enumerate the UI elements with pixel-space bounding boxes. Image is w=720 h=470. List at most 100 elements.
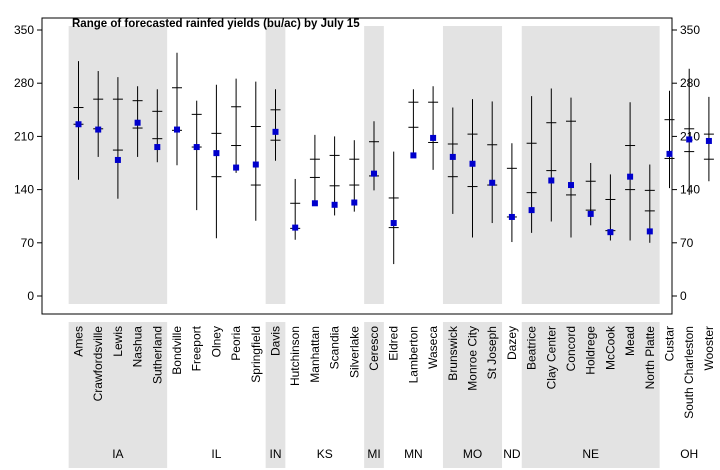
left-ytick-label: 140: [14, 183, 34, 197]
state-label-ia: IA: [112, 447, 123, 461]
shade-labels-ne: [521, 322, 660, 468]
site-label-mead: Mead: [623, 326, 637, 356]
forecast-point-sutherland: [154, 144, 161, 151]
site-label-st-joseph: St Joseph: [485, 326, 499, 379]
forecast-point-brunswick: [449, 153, 456, 160]
forecast-point-north-platte: [646, 228, 653, 235]
forecast-point-manhattan: [311, 200, 318, 207]
right-ytick-label: 70: [680, 236, 694, 250]
site-label-lamberton: Lamberton: [406, 326, 420, 383]
shade-plot-in: [265, 26, 286, 304]
site-label-ames: Ames: [72, 326, 86, 357]
state-label-ks: KS: [317, 447, 333, 461]
site-label-ceresco: Ceresco: [367, 326, 381, 371]
left-ytick-label: 70: [21, 236, 35, 250]
site-label-brunswick: Brunswick: [446, 325, 460, 381]
forecast-point-wooster: [705, 137, 712, 144]
site-label-manhattan: Manhattan: [308, 326, 322, 383]
site-label-holdrege: Holdrege: [584, 326, 598, 375]
state-label-mo: MO: [463, 447, 482, 461]
forecast-point-dazey: [508, 213, 515, 220]
forecast-point-ceresco: [371, 170, 377, 177]
chart-title: Range of forecasted rainfed yields (bu/a…: [72, 18, 360, 30]
right-ytick-label: 140: [680, 183, 700, 197]
forecast-point-eldred: [390, 220, 397, 227]
right-ytick-label: 210: [680, 129, 700, 143]
site-label-dazey: Dazey: [505, 326, 519, 360]
site-label-nashua: Nashua: [131, 326, 145, 368]
shade-labels-mi: [364, 322, 384, 468]
forecast-point-bondville: [174, 126, 180, 133]
left-ytick-label: 350: [14, 23, 34, 37]
site-label-concord: Concord: [564, 326, 578, 371]
state-label-nd: ND: [503, 447, 521, 461]
site-label-freeport: Freeport: [190, 325, 204, 371]
site-label-wooster: Wooster: [702, 326, 716, 370]
site-label-springfield: Springfield: [249, 326, 263, 383]
forecast-point-custar: [666, 150, 673, 157]
forecast-point-ames: [75, 121, 82, 128]
forecast-point-olney: [213, 150, 220, 157]
shade-labels-mo: [442, 322, 503, 468]
shade-labels-ia: [68, 322, 168, 468]
site-label-mccook: McCook: [603, 325, 617, 370]
forecast-point-mead: [627, 173, 634, 180]
site-label-custar: Custar: [663, 326, 677, 361]
forecast-point-hutchinson: [292, 224, 299, 231]
state-labels-layer: IA IL IN KS MI MN MO ND NE OH: [112, 447, 698, 461]
forecast-point-springfield: [252, 161, 259, 168]
site-label-peoria: Peoria: [229, 326, 243, 361]
site-label-olney: Olney: [209, 326, 223, 357]
site-label-south-charleston: South Charleston: [682, 326, 696, 419]
site-label-hutchinson: Hutchinson: [288, 326, 302, 386]
right-ytick-label: 0: [680, 289, 687, 303]
forecast-point-st-joseph: [489, 179, 496, 186]
forecast-point-scandia: [331, 201, 338, 208]
left-ytick-label: 210: [14, 129, 34, 143]
forecast-point-peoria: [233, 164, 240, 171]
forecast-point-freeport: [193, 144, 200, 151]
site-label-crawfordsville: Crawfordsville: [91, 326, 105, 402]
site-label-north-platte: North Platte: [643, 326, 657, 390]
state-label-ne: NE: [582, 447, 599, 461]
site-label-eldred: Eldred: [387, 326, 401, 361]
shade-labels-in: [265, 322, 286, 468]
site-label-monroe-city: Monroe City: [466, 326, 480, 391]
site-label-silverlake: Silverlake: [347, 326, 361, 378]
plot-frame: [41, 17, 673, 315]
site-label-sutherland: Sutherland: [150, 326, 164, 384]
forecast-point-concord: [568, 182, 574, 189]
right-ytick-label: 350: [680, 23, 700, 37]
site-label-clay-center: Clay Center: [544, 326, 558, 389]
right-ytick-label: 280: [680, 76, 700, 90]
site-ranges-layer: [73, 52, 714, 265]
state-label-il: IL: [211, 447, 221, 461]
state-label-oh: OH: [680, 447, 698, 461]
forecast-point-lewis: [114, 156, 121, 163]
forecast-point-clay-center: [548, 177, 555, 184]
state-label-mi: MI: [367, 447, 380, 461]
left-ytick-label: 280: [14, 76, 34, 90]
site-labels-layer: Ames Crawfordsville Lewis Nashua Sutherland B…: [72, 325, 716, 419]
forecast-point-crawfordsville: [95, 126, 102, 133]
forecast-point-mccook: [607, 229, 614, 236]
site-label-bondville: Bondville: [170, 326, 184, 375]
forecast-point-holdrege: [587, 210, 594, 217]
forecast-point-silverlake: [351, 199, 358, 206]
forecast-point-nashua: [134, 119, 141, 126]
forecast-point-beatrice: [528, 207, 535, 214]
y-axes: 0 0 70 70 140 140 210 210 280 280 350 350: [14, 23, 700, 303]
state-label-in: IN: [270, 447, 282, 461]
forecast-point-south-charleston: [686, 136, 693, 143]
site-label-waseca: Waseca: [426, 326, 440, 369]
forecast-point-lamberton: [410, 152, 417, 159]
site-label-beatrice: Beatrice: [525, 326, 539, 370]
site-label-davis: Davis: [269, 326, 283, 356]
forecast-point-davis: [272, 128, 279, 135]
left-ytick-label: 0: [27, 289, 34, 303]
forecast-point-monroe-city: [469, 160, 476, 167]
forecast-point-waseca: [430, 134, 437, 141]
state-label-mn: MN: [404, 447, 423, 461]
site-label-scandia: Scandia: [328, 326, 342, 370]
